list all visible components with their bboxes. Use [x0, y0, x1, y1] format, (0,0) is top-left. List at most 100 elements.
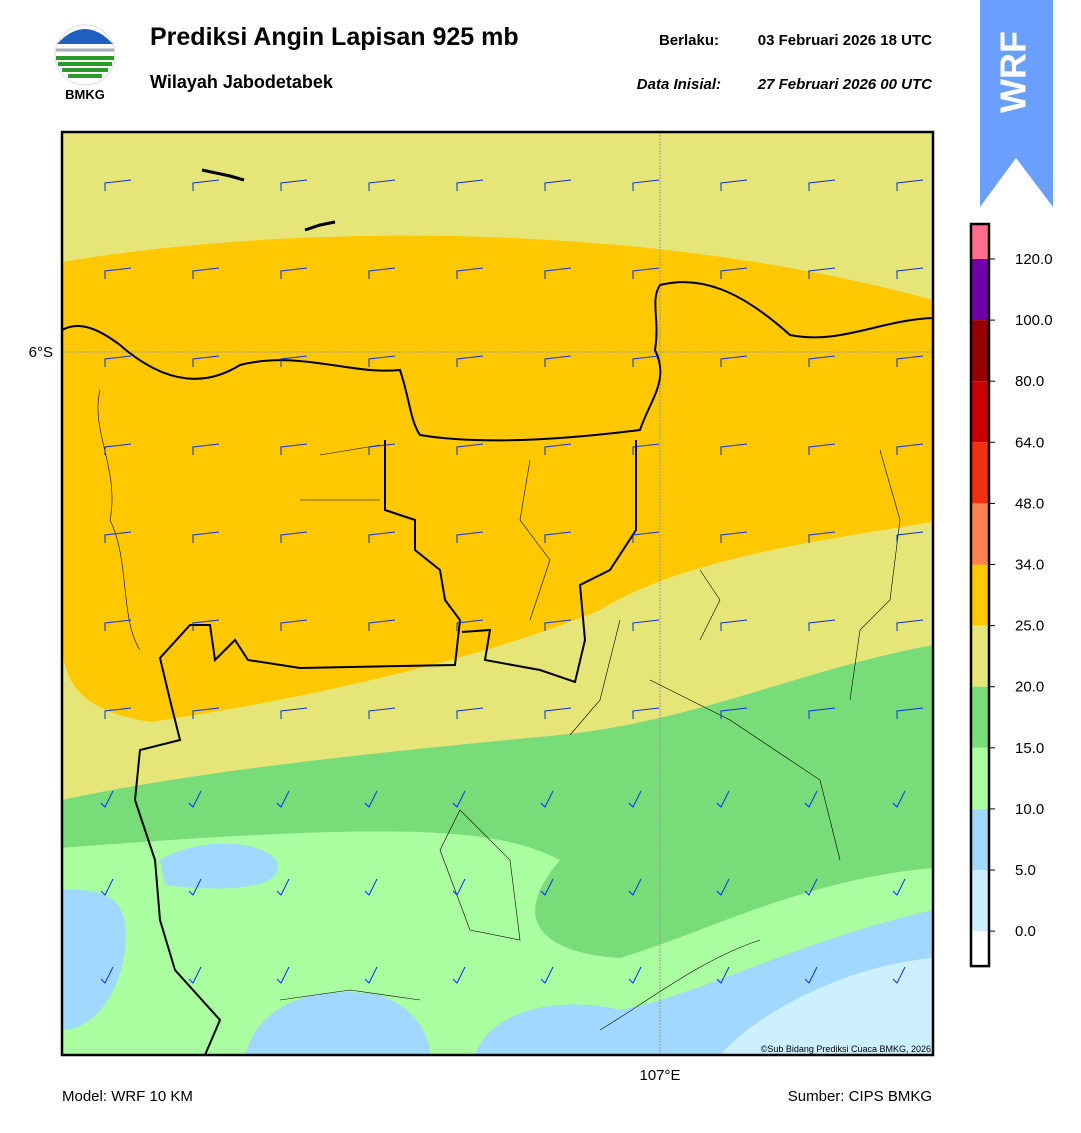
- wind-barb: [192, 707, 220, 719]
- colorbar-label: 25.0: [1015, 618, 1044, 635]
- colorbar-label: 34.0: [1015, 557, 1044, 574]
- colorbar-label: 100.0: [1015, 312, 1053, 329]
- wind-barb: [632, 707, 660, 719]
- wind-barb: [280, 355, 308, 367]
- wind-barb: [808, 355, 836, 367]
- wind-barb: [896, 707, 924, 719]
- islands: [201, 168, 336, 232]
- wind-barb: [896, 179, 924, 191]
- wind-barb: [364, 966, 378, 984]
- wind-barb: [192, 267, 220, 279]
- wind-barb: [628, 966, 642, 984]
- footer-source: Sumber: CIPS BMKG: [788, 1088, 932, 1105]
- wind-barb: [720, 443, 748, 455]
- colorbar-swatch: [971, 747, 989, 809]
- wind-barb: [456, 707, 484, 719]
- wind-barb: [280, 179, 308, 191]
- region-lines: [97, 389, 901, 1031]
- colorbar-label: 20.0: [1015, 679, 1044, 696]
- wind-barb: [716, 790, 730, 808]
- wind-barb: [632, 619, 660, 631]
- wind-barb: [892, 878, 906, 896]
- wind-barb: [632, 355, 660, 367]
- wind-barb: [192, 355, 220, 367]
- wind-barb: [804, 966, 818, 984]
- colorbar-label: 80.0: [1015, 373, 1044, 390]
- colorbar-swatch: [971, 931, 989, 967]
- colorbar-swatch: [971, 224, 989, 259]
- wind-barb: [808, 179, 836, 191]
- wind-barb: [280, 707, 308, 719]
- wind-barb: [896, 619, 924, 631]
- wind-barb: [368, 707, 396, 719]
- wind-barb: [456, 443, 484, 455]
- wind-barb: [456, 355, 484, 367]
- wind-barb: [540, 878, 554, 896]
- wind-barb: [896, 443, 924, 455]
- wind-barb: [628, 878, 642, 896]
- boundary: [461, 440, 637, 684]
- wind-barb: [720, 619, 748, 631]
- map: [62, 132, 933, 1055]
- wind-barb: [192, 179, 220, 191]
- wind-barb: [632, 179, 660, 191]
- lat-label: 6°S: [29, 344, 53, 361]
- colorbar-label: 0.0: [1015, 923, 1036, 940]
- copyright: ©Sub Bidang Prediksi Cuaca BMKG, 2026: [761, 1044, 931, 1054]
- wind-barb: [808, 267, 836, 279]
- colorbar-swatch: [971, 808, 989, 870]
- wind-barb: [276, 790, 290, 808]
- wind-barb: [188, 966, 202, 984]
- wind-barb: [456, 267, 484, 279]
- wind-barb: [896, 531, 924, 543]
- wind-barb: [808, 531, 836, 543]
- wind-barb: [192, 531, 220, 543]
- wind-barb: [544, 267, 572, 279]
- wind-barb: [632, 267, 660, 279]
- colorbar-label: 15.0: [1015, 740, 1044, 757]
- wind-barb: [720, 707, 748, 719]
- colorbar-swatch: [971, 442, 989, 504]
- colorbar-label: 48.0: [1015, 495, 1044, 512]
- wind-barb: [364, 878, 378, 896]
- wind-barb: [892, 790, 906, 808]
- wind-barb: [104, 179, 132, 191]
- logo-text: BMKG: [65, 87, 105, 102]
- wind-barb: [452, 966, 466, 984]
- colorbar-swatch: [971, 259, 989, 321]
- colorbar: 120.0 100.0 80.0 64.0 48.0 34.0 25.0 20.0 15.0 10…: [969, 222, 1053, 968]
- wind-barb: [720, 267, 748, 279]
- wind-barb: [540, 966, 554, 984]
- field-5-10: [62, 889, 126, 1030]
- wind-barb: [544, 179, 572, 191]
- wind-barb: [544, 707, 572, 719]
- wind-barb: [452, 878, 466, 896]
- wind-barb: [192, 443, 220, 455]
- wind-barb: [544, 619, 572, 631]
- boundary: [133, 440, 462, 1055]
- wind-barb: [628, 790, 642, 808]
- wind-barb: [280, 531, 308, 543]
- wind-barb: [632, 531, 660, 543]
- wind-barb: [540, 790, 554, 808]
- valid-time: 03 Februari 2026 18 UTC: [758, 32, 932, 49]
- wind-barb: [808, 707, 836, 719]
- wind-barb: [188, 878, 202, 896]
- wind-barb: [368, 443, 396, 455]
- wind-barb: [544, 531, 572, 543]
- colorbar-label: 5.0: [1015, 862, 1036, 879]
- colorbar-label: 120.0: [1015, 251, 1053, 268]
- wind-barb: [104, 619, 132, 631]
- wind-barb: [104, 531, 132, 543]
- wind-barb: [804, 878, 818, 896]
- field-5-10: [160, 843, 279, 889]
- wind-barb: [720, 179, 748, 191]
- wind-barb: [456, 619, 484, 631]
- wind-barb: [544, 355, 572, 367]
- colorbar-swatch: [971, 870, 989, 932]
- wind-barb: [368, 531, 396, 543]
- badge: [980, 0, 1053, 207]
- colorbar-swatch: [971, 320, 989, 382]
- field-25-34: [62, 235, 933, 723]
